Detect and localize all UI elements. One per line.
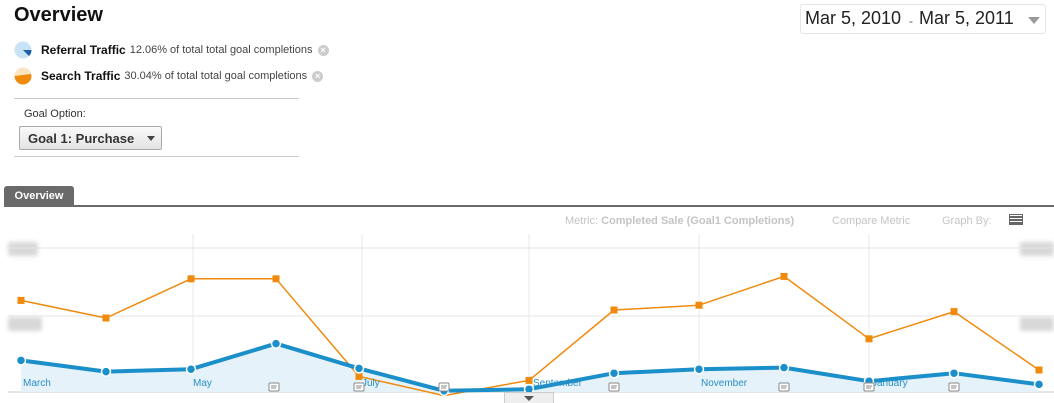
search-traffic-point[interactable] bbox=[272, 275, 280, 283]
goal-completions-chart: March May July September November January bbox=[8, 234, 1054, 396]
date-range-end: Mar 5, 2011 bbox=[919, 8, 1014, 28]
metric-value: Completed Sale (Goal1 Completions) bbox=[601, 215, 795, 227]
segment-referral-traffic: Referral Traffic 12.06% of total total g… bbox=[14, 40, 329, 60]
goal-option-select[interactable]: Goal 1: Purchase bbox=[19, 126, 162, 150]
search-traffic-point[interactable] bbox=[610, 306, 618, 314]
search-traffic-point[interactable] bbox=[187, 275, 195, 283]
referral-traffic-point[interactable] bbox=[1033, 379, 1045, 390]
search-traffic-point[interactable] bbox=[525, 376, 533, 384]
metric-selector[interactable]: Metric: Completed Sale (Goal1 Completion… bbox=[565, 215, 794, 227]
annotation-icon[interactable] bbox=[778, 382, 790, 392]
y-axis-label-blurred bbox=[1020, 242, 1054, 256]
pie-chart-icon bbox=[14, 41, 32, 59]
annotation-icon[interactable] bbox=[438, 382, 450, 392]
x-tick-label: January bbox=[872, 378, 908, 389]
referral-traffic-point[interactable] bbox=[100, 366, 112, 377]
referral-traffic-point[interactable] bbox=[353, 363, 365, 374]
x-tick-label: May bbox=[193, 378, 212, 389]
y-axis-label-blurred bbox=[8, 317, 42, 331]
referral-traffic-point[interactable] bbox=[15, 355, 27, 366]
x-tick-label: March bbox=[23, 378, 51, 389]
pie-chart-icon bbox=[14, 67, 32, 85]
annotation-icon[interactable] bbox=[948, 382, 960, 392]
annotation-icon[interactable] bbox=[353, 382, 365, 392]
chevron-down-icon[interactable] bbox=[1028, 17, 1040, 24]
tab-divider bbox=[4, 205, 1054, 207]
referral-traffic-point[interactable] bbox=[185, 363, 197, 375]
segment-description: of total total goal completions bbox=[164, 70, 308, 82]
referral-area bbox=[21, 343, 1039, 392]
y-axis-label-blurred bbox=[8, 242, 38, 256]
referral-traffic-point[interactable] bbox=[608, 367, 620, 379]
referral-traffic-point[interactable] bbox=[778, 362, 790, 373]
chart-collapse-handle[interactable] bbox=[504, 392, 554, 403]
annotation-icon[interactable] bbox=[268, 382, 280, 392]
date-range-picker[interactable]: Mar 5, 2010 - Mar 5, 2011 bbox=[800, 4, 1046, 34]
referral-traffic-point[interactable] bbox=[948, 367, 960, 379]
graph-by-label: Graph By: bbox=[942, 215, 992, 227]
segment-name: Referral Traffic bbox=[41, 43, 126, 57]
chevron-down-icon bbox=[524, 396, 534, 401]
annotation-icon[interactable] bbox=[608, 382, 620, 392]
date-range-separator: - bbox=[909, 14, 913, 28]
remove-segment-icon[interactable]: × bbox=[317, 44, 329, 56]
goal-option-value: Goal 1: Purchase bbox=[28, 131, 135, 146]
referral-traffic-point[interactable] bbox=[270, 338, 282, 349]
segment-percent: 12.06% bbox=[129, 44, 168, 56]
segment-name: Search Traffic bbox=[41, 69, 121, 83]
x-tick-label: September bbox=[533, 378, 583, 389]
metric-label: Metric: bbox=[565, 215, 598, 227]
goal-option-panel: Goal Option: Goal 1: Purchase bbox=[14, 98, 299, 157]
search-traffic-point[interactable] bbox=[1035, 366, 1043, 374]
segment-description: of total total goal completions bbox=[170, 44, 313, 56]
graph-by-menu-icon[interactable] bbox=[1009, 214, 1023, 225]
goal-option-label: Goal Option: bbox=[24, 108, 86, 120]
search-traffic-point[interactable] bbox=[950, 308, 958, 316]
search-traffic-point[interactable] bbox=[355, 372, 363, 380]
segment-search-traffic: Search Traffic 30.04% of total total goa… bbox=[14, 66, 324, 86]
y-axis-label-blurred bbox=[1020, 317, 1054, 331]
search-traffic-point[interactable] bbox=[695, 301, 703, 309]
tab-overview[interactable]: Overview bbox=[4, 186, 74, 206]
annotation-icon[interactable] bbox=[863, 382, 875, 392]
search-traffic-point[interactable] bbox=[865, 335, 873, 343]
search-traffic-point[interactable] bbox=[17, 296, 25, 304]
referral-traffic-point[interactable] bbox=[693, 363, 705, 375]
x-tick-label: November bbox=[701, 378, 748, 389]
compare-metric-link[interactable]: Compare Metric bbox=[832, 215, 911, 227]
chevron-down-icon bbox=[147, 136, 155, 141]
search-traffic-point[interactable] bbox=[102, 314, 110, 322]
search-traffic-point[interactable] bbox=[780, 272, 788, 280]
x-tick-label: July bbox=[362, 378, 380, 389]
segment-percent: 30.04% bbox=[124, 70, 162, 82]
remove-segment-icon[interactable]: × bbox=[312, 70, 324, 82]
date-range-start: Mar 5, 2010 bbox=[805, 8, 902, 28]
page-title: Overview bbox=[14, 4, 103, 26]
